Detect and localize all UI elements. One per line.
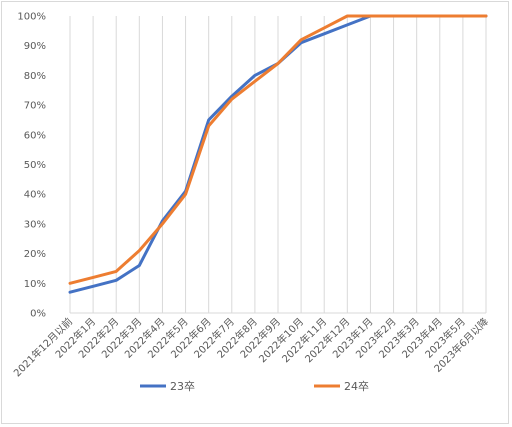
y-tick-label: 40% [24,190,46,201]
x-axis-tick-labels: 2021年12月以前2022年1月2022年2月2022年3月2022年4月20… [11,315,491,379]
y-tick-label: 30% [24,219,46,230]
y-tick-label: 20% [24,249,46,260]
legend: 23卒 24卒 [140,379,369,393]
y-tick-label: 70% [24,101,46,112]
y-tick-label: 90% [24,41,46,52]
y-tick-label: 0% [30,309,46,320]
legend-label: 23卒 [170,379,195,393]
y-tick-label: 80% [24,71,46,82]
y-axis-tick-labels: 0% 10% 20% 30% 40% 50% 60% 70% 80% 90% 100% [17,12,46,320]
vertical-gridlines [69,16,487,313]
y-tick-label: 10% [24,279,46,290]
legend-label: 24卒 [344,379,369,393]
y-tick-label: 60% [24,130,46,141]
y-tick-label: 100% [17,12,46,23]
y-tick-label: 50% [24,160,46,171]
series-lines [68,14,488,294]
series-line-24卒 [68,14,488,285]
